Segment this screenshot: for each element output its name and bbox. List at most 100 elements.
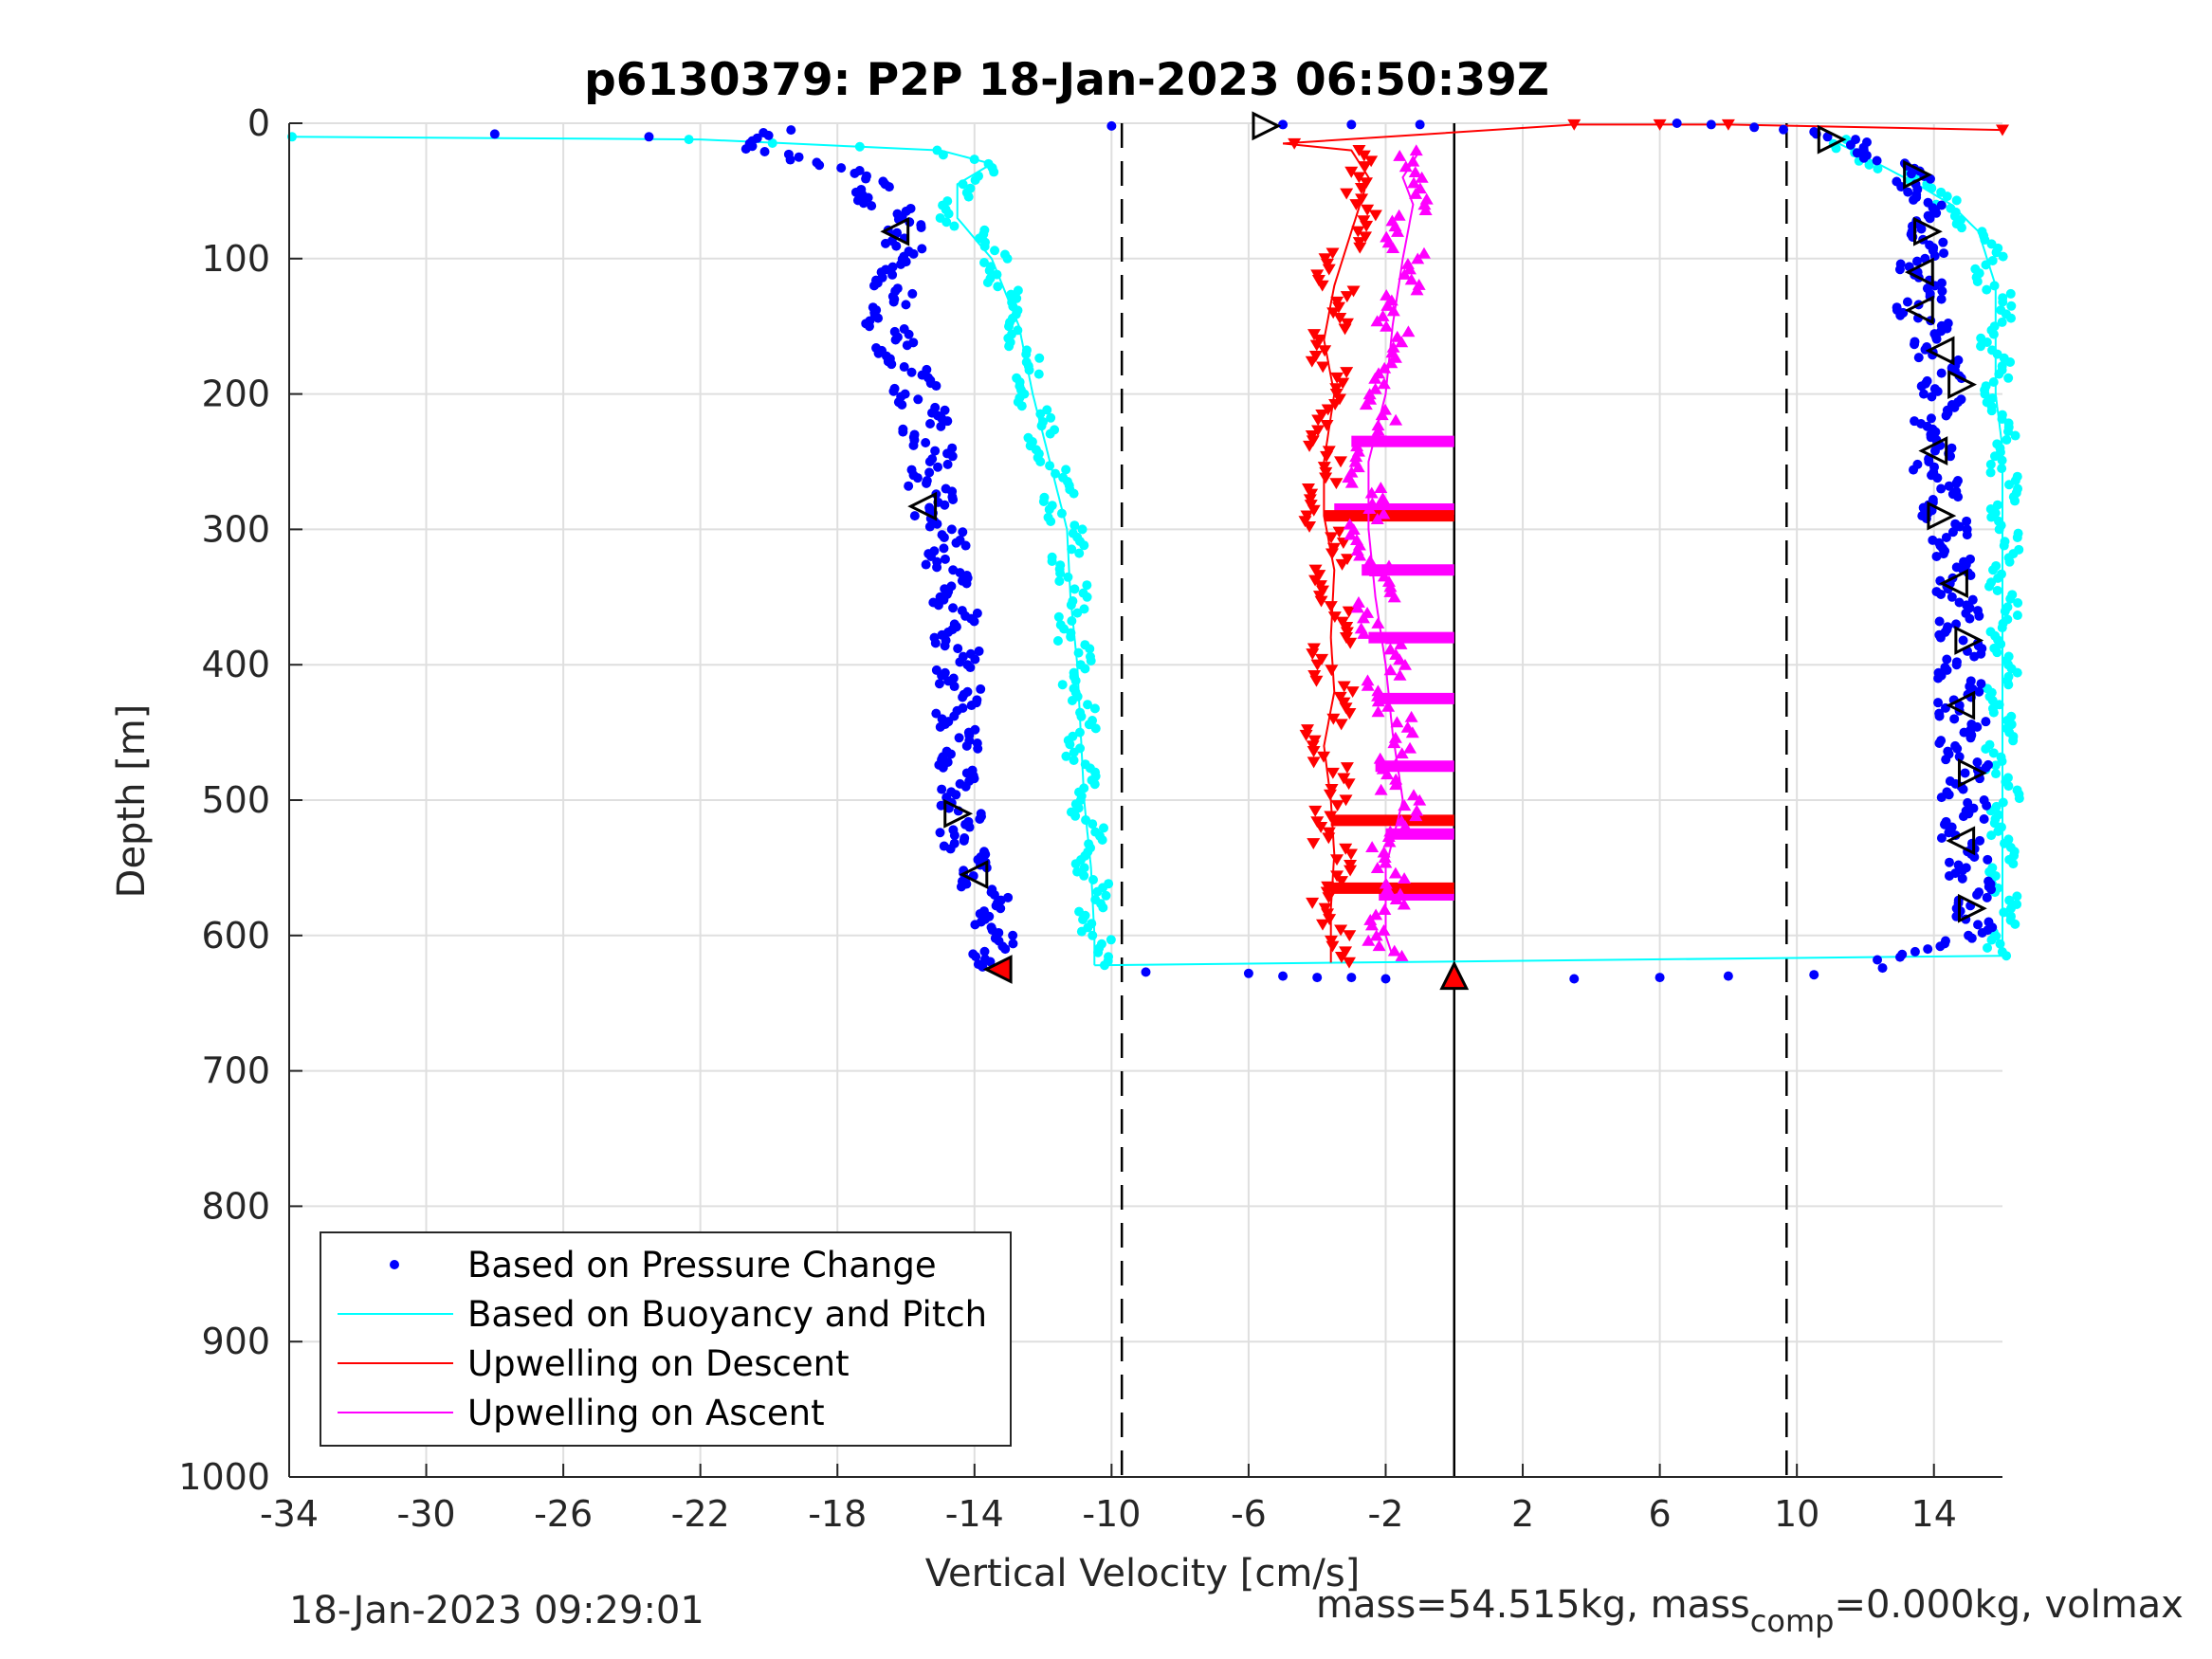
buoyancy-point xyxy=(2014,544,2024,555)
pressure-point xyxy=(960,781,971,792)
upwelling-ascent-point xyxy=(1382,835,1397,848)
upwelling-ascent-point xyxy=(1362,502,1377,515)
pressure-point xyxy=(1916,224,1927,234)
upwelling-descent-point xyxy=(1299,729,1313,741)
upwelling-ascent-point xyxy=(1380,319,1394,332)
upwelling-descent-point xyxy=(1328,398,1343,410)
x-tick-label: -22 xyxy=(671,1493,730,1535)
pressure-point xyxy=(932,519,942,529)
buoyancy-point xyxy=(938,150,948,160)
upwelling-ascent-point xyxy=(1380,288,1394,301)
pressure-point xyxy=(966,701,977,711)
upwelling-descent-point xyxy=(1326,713,1341,725)
pressure-point xyxy=(1953,492,1964,502)
pressure-point xyxy=(1979,813,1989,824)
pressure-point xyxy=(899,362,909,373)
upwelling-descent-point xyxy=(1303,520,1317,533)
buoyancy-point xyxy=(1070,811,1081,821)
upwelling-descent-point xyxy=(1318,345,1332,357)
upwelling-descent-point xyxy=(1344,637,1358,649)
pressure-point xyxy=(971,952,981,962)
triangle-markers xyxy=(880,111,1987,991)
pressure-point xyxy=(931,381,941,392)
buoyancy-point xyxy=(2012,611,2022,621)
y-tick-label: 100 xyxy=(201,238,270,280)
buoyancy-point xyxy=(1052,636,1063,646)
buoyancy-point xyxy=(993,282,1003,292)
buoyancy-point xyxy=(1996,569,2006,579)
upwelling-ascent-point xyxy=(1353,549,1367,561)
upwelling-descent-point xyxy=(1309,339,1324,352)
buoyancy-point xyxy=(2013,528,2023,538)
upwelling-descent-point xyxy=(1336,377,1350,390)
footer-mass-info: mass=54.515kg, masscomp=0.000kg, volmax xyxy=(1316,1583,2184,1639)
upwelling-descent-point xyxy=(1323,789,1337,801)
buoyancy-point xyxy=(1873,163,1883,173)
upwelling-ascent-point xyxy=(1410,283,1424,296)
buoyancy-point xyxy=(1066,600,1076,611)
pressure-point xyxy=(1278,971,1289,981)
pressure-point xyxy=(1944,481,1954,491)
pressure-point xyxy=(909,511,920,521)
buoyancy-point xyxy=(1992,585,2002,595)
pressure-point xyxy=(1415,119,1425,130)
pressure-point xyxy=(932,562,942,573)
pressure-point xyxy=(850,168,860,178)
pressure-point xyxy=(964,822,975,832)
buoyancy-point xyxy=(1999,907,2009,918)
pressure-point xyxy=(873,313,884,323)
buoyancy-point xyxy=(1987,345,1998,356)
buoyancy-point xyxy=(1035,457,1046,466)
pressure-point xyxy=(1931,334,1942,344)
buoyancy-point xyxy=(1076,711,1087,721)
y-tick-label: 600 xyxy=(201,915,270,957)
pressure-point xyxy=(1974,611,1984,621)
pressure-point xyxy=(937,670,947,681)
buoyancy-point xyxy=(1987,255,1998,265)
y-axis-label: Depth [m] xyxy=(110,704,154,899)
buoyancy-point xyxy=(2005,288,2016,299)
upwelling-ascent-point xyxy=(1389,778,1403,791)
pressure-point xyxy=(881,238,891,248)
upwelling-ascent-point xyxy=(1381,700,1396,712)
buoyancy-point xyxy=(970,174,980,185)
buoyancy-point xyxy=(1997,455,2007,465)
upwelling-descent-point xyxy=(1344,166,1359,178)
pressure-point xyxy=(1894,952,1905,962)
triangle-marker xyxy=(1439,960,1470,991)
pressure-point xyxy=(1894,264,1905,275)
upwelling-ascent-point xyxy=(1377,846,1391,858)
buoyancy-point xyxy=(969,155,979,165)
upwelling-ascent-point xyxy=(1371,705,1385,718)
pressure-point xyxy=(924,457,935,466)
buoyancy-point xyxy=(1061,751,1071,761)
upwelling-ascent-point xyxy=(1386,340,1400,353)
buoyancy-point xyxy=(1991,769,2002,779)
upwelling-descent-point xyxy=(1323,914,1337,925)
pressure-point xyxy=(1954,752,1965,762)
buoyancy-point xyxy=(1074,727,1085,738)
data-series xyxy=(286,118,2024,984)
triangle-marker xyxy=(880,216,910,246)
pressure-point xyxy=(1949,402,1960,412)
upwelling-descent-point xyxy=(1334,719,1348,731)
buoyancy-point xyxy=(1976,333,1986,343)
pressure-point xyxy=(924,467,935,478)
pressure-point xyxy=(864,321,874,332)
pressure-point xyxy=(960,540,971,551)
pressure-point xyxy=(938,762,948,773)
buoyancy-point xyxy=(1982,942,1992,953)
upwelling-descent-point xyxy=(1345,686,1360,699)
upwelling-descent-point xyxy=(1325,665,1339,677)
upwelling-descent-point xyxy=(1340,367,1354,379)
pressure-point xyxy=(868,281,879,291)
upwelling-descent-point xyxy=(1320,419,1334,431)
buoyancy-point xyxy=(2006,711,2017,721)
pressure-point xyxy=(1954,597,1965,608)
pressure-point xyxy=(740,144,751,155)
buoyancy-point xyxy=(958,179,968,190)
pressure-point xyxy=(959,835,969,846)
pressure-point xyxy=(1934,616,1945,627)
upwelling-descent-point xyxy=(1324,811,1338,823)
upwelling-descent-point xyxy=(1349,199,1363,210)
